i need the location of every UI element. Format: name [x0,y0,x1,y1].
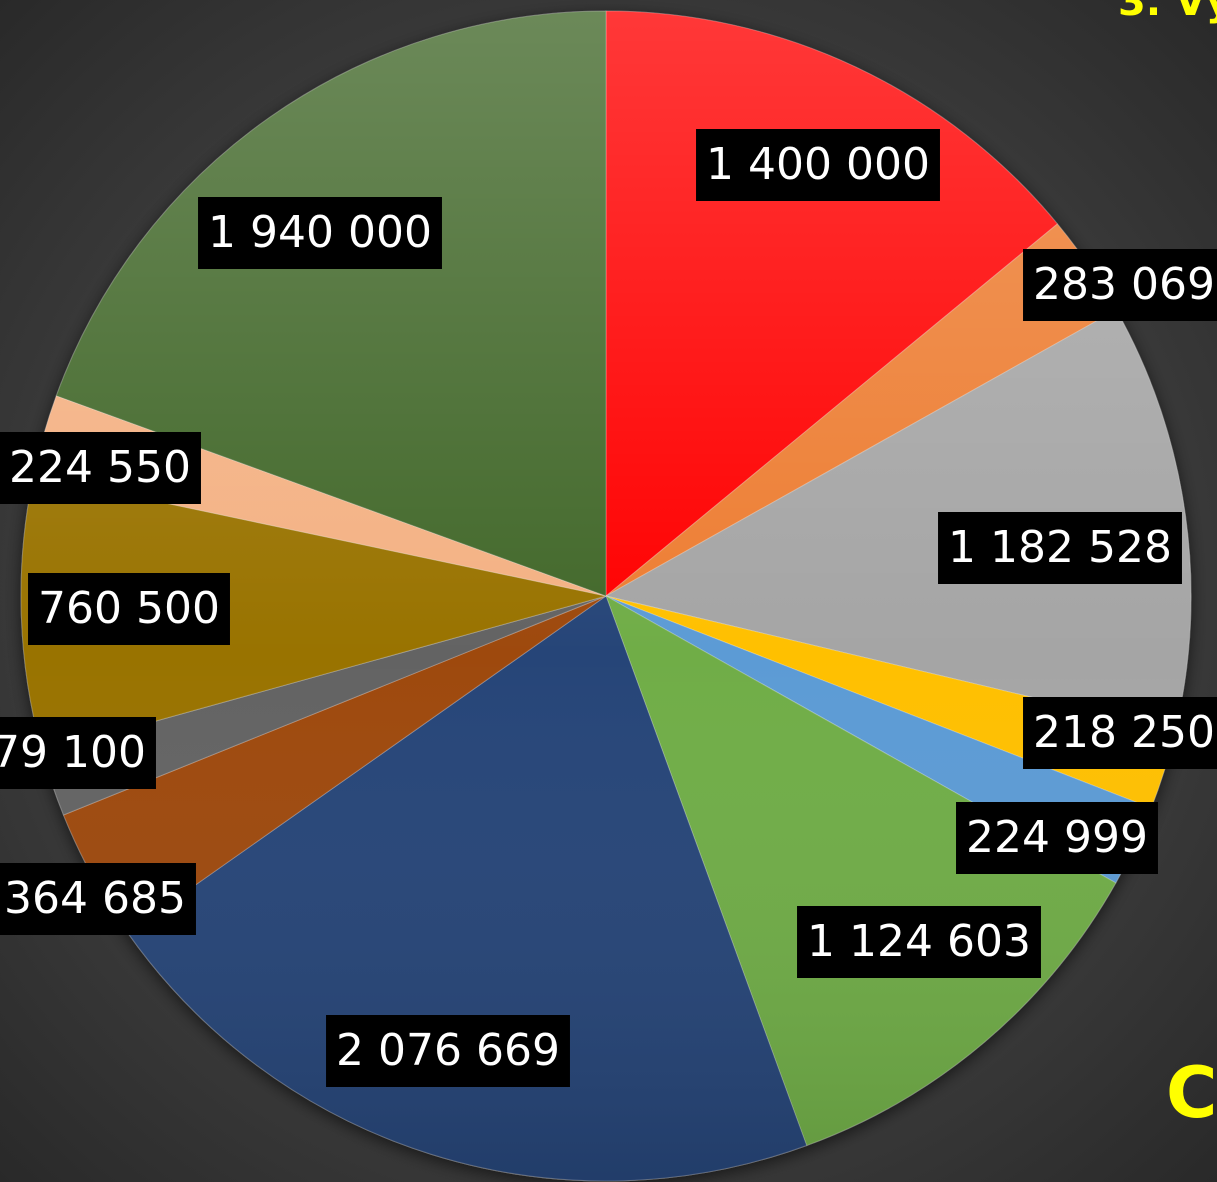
label-box [326,1015,570,1087]
data-label: 218 250 [1033,707,1215,758]
data-label: 364 685 [4,873,186,924]
data-label: 179 100 [0,727,146,778]
label-box [696,129,940,201]
label-box [0,863,196,935]
data-label: 1 400 000 [706,139,930,190]
data-labels: 1 400 000 283 069 1 182 528 218 250 224 999 1… [0,129,1217,1087]
data-label: 224 999 [966,812,1148,863]
label-box [0,717,156,789]
data-label: 2 076 669 [336,1025,560,1076]
data-label: 1 940 000 [208,207,432,258]
data-label: 760 500 [38,583,220,634]
label-box [0,432,201,504]
data-label: 283 069 [1033,259,1215,310]
label-box [1023,249,1217,321]
data-label: 224 550 [9,442,191,493]
label-box [956,802,1158,874]
title-fragment: 3. Vy [1118,0,1217,25]
title-fragment: C [1166,1052,1217,1134]
data-label: 1 182 528 [948,522,1172,573]
label-box [938,512,1182,584]
label-box [198,197,442,269]
data-label: 1 124 603 [807,916,1031,967]
label-box [797,906,1041,978]
label-box [1023,697,1217,769]
label-box [28,573,230,645]
